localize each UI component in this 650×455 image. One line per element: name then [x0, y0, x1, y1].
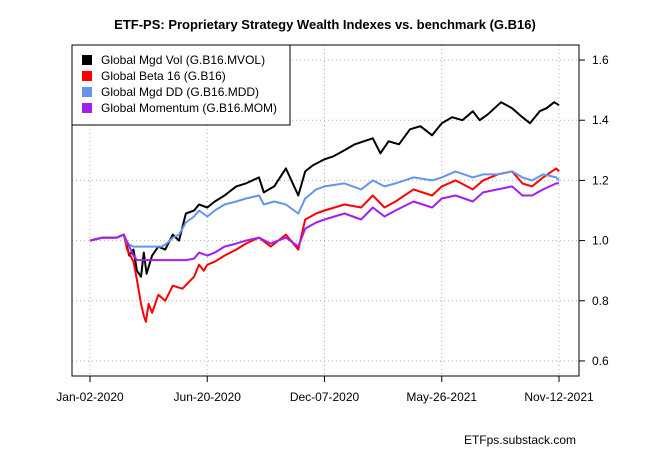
legend-box: [71, 44, 291, 126]
x-tick-label: Jan-02-2020: [56, 390, 124, 404]
source-footer: ETFps.substack.com: [464, 433, 576, 447]
y-axis: 0.6 0.8 1.0 1.2 1.4 1.6: [578, 53, 609, 368]
series-layer: [89, 101, 560, 323]
y-tick-label: 0.6: [592, 354, 609, 368]
legend-swatch-2: [82, 87, 92, 97]
x-axis: Jan-02-2020 Jun-20-2020 Dec-07-2020 May-26-…: [56, 375, 594, 404]
series-line-0: [89, 101, 560, 278]
y-tick-label: 1.0: [592, 234, 609, 248]
y-tick-label: 0.8: [592, 294, 609, 308]
legend-label-0: Global Mgd Vol (G.B16.MVOL): [101, 53, 265, 67]
legend-label-2: Global Mgd DD (G.B16.MDD): [101, 85, 259, 99]
x-tick-label: Nov-12-2021: [524, 390, 594, 404]
x-tick-label: Dec-07-2020: [290, 390, 360, 404]
series-line-3: [89, 182, 559, 262]
chart-title: ETF-PS: Proprietary Strategy Wealth Inde…: [114, 17, 536, 32]
x-tick-label: May-26-2021: [406, 390, 477, 404]
legend-swatch-3: [82, 103, 92, 113]
legend-label-1: Global Beta 16 (G.B16): [101, 69, 226, 83]
y-tick-label: 1.2: [592, 173, 609, 187]
y-tick-label: 1.4: [592, 113, 609, 127]
x-tick-label: Jun-20-2020: [174, 390, 242, 404]
legend-swatch-1: [82, 71, 92, 81]
legend-label-3: Global Momentum (G.B16.MOM): [101, 101, 277, 115]
y-tick-label: 1.6: [592, 53, 609, 67]
legend: Global Mgd Vol (G.B16.MVOL) Global Beta 1…: [71, 44, 291, 126]
series-line-2: [89, 170, 560, 248]
legend-swatch-0: [82, 55, 92, 65]
